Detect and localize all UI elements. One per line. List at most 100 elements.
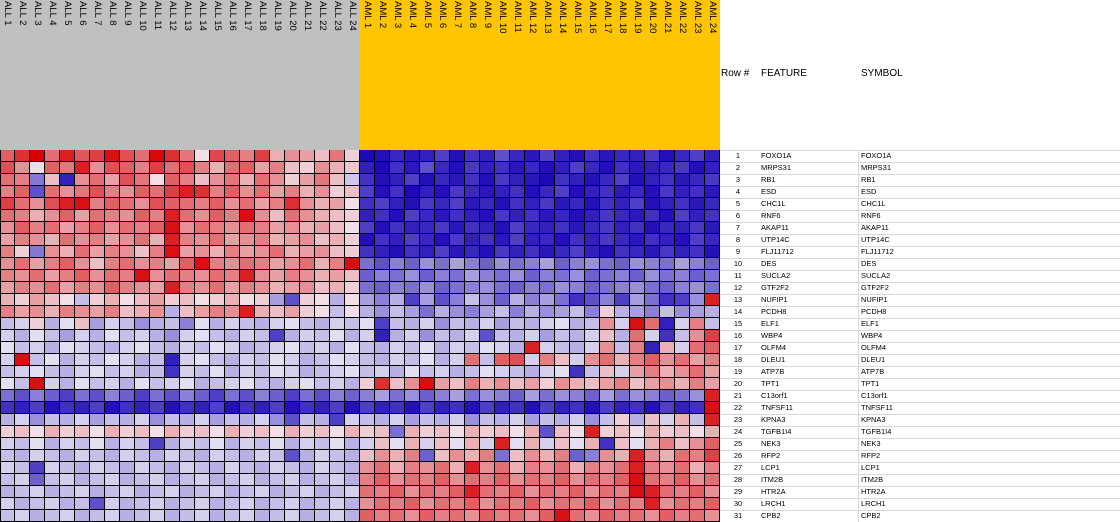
heatmap-cell: [180, 186, 195, 198]
heatmap-cell: [255, 282, 270, 294]
column-label: AML 6: [437, 1, 448, 29]
heatmap-cell: [435, 342, 450, 354]
heatmap-cell: [390, 426, 405, 438]
heatmap-cell: [285, 438, 300, 450]
heatmap-cell: [0, 270, 15, 282]
heatmap-cell: [405, 210, 420, 222]
heatmap-cell: [480, 210, 495, 222]
heatmap-cell: [510, 402, 525, 414]
heatmap-cell: [465, 402, 480, 414]
heatmap-cell: [375, 186, 390, 198]
column-label: ALL 10: [137, 1, 148, 31]
heatmap-cell: [285, 342, 300, 354]
heatmap-cell: [105, 294, 120, 306]
column-label: ALL 13: [182, 1, 193, 31]
heatmap-cell: [255, 486, 270, 498]
heatmap-cell: [645, 366, 660, 378]
heatmap-cell: [420, 498, 435, 510]
heatmap-cell: [120, 282, 135, 294]
heatmap-cell: [390, 486, 405, 498]
heatmap-cell: [660, 414, 675, 426]
heatmap-cell: [360, 258, 375, 270]
heatmap-cell: [450, 510, 465, 522]
heatmap-cell: [165, 222, 180, 234]
heatmap-cell: [165, 378, 180, 390]
heatmap-cell: [360, 282, 375, 294]
heatmap-cell: [630, 474, 645, 486]
heatmap-cell: [195, 330, 210, 342]
heatmap-cell: [345, 498, 360, 510]
heatmap-cell: [240, 210, 255, 222]
heatmap-cell: [660, 198, 675, 210]
heatmap-cell: [600, 474, 615, 486]
column-label: AML 22: [677, 1, 688, 34]
heatmap-cell: [195, 354, 210, 366]
heatmap-cell: [570, 462, 585, 474]
heatmap-cell: [60, 234, 75, 246]
row-feature: WBP4: [761, 331, 783, 340]
row-symbol: PCDH8: [861, 307, 887, 316]
heatmap-cell: [435, 282, 450, 294]
heatmap-cell: [600, 510, 615, 522]
heatmap-cell: [60, 402, 75, 414]
heatmap-cell: [180, 402, 195, 414]
heatmap-cell: [255, 330, 270, 342]
heatmap-cell: [465, 318, 480, 330]
heatmap-cell: [180, 450, 195, 462]
heatmap-cell: [270, 498, 285, 510]
heatmap-cell: [345, 198, 360, 210]
heatmap-cell: [495, 414, 510, 426]
heatmap-cell: [330, 510, 345, 522]
heatmap-cell: [555, 198, 570, 210]
heatmap-cell: [225, 378, 240, 390]
heatmap-cell: [345, 210, 360, 222]
heatmap-cell: [495, 342, 510, 354]
row-separator: [720, 426, 1120, 427]
heatmap-cell: [690, 150, 705, 162]
heatmap-cell: [705, 198, 720, 210]
heatmap-cell: [495, 330, 510, 342]
column-label: AML 8: [467, 1, 478, 29]
column-label: ALL 12: [167, 1, 178, 31]
heatmap-cell: [435, 510, 450, 522]
heatmap-cell: [30, 294, 45, 306]
heatmap-cell: [375, 426, 390, 438]
heatmap-cell: [165, 510, 180, 522]
heatmap-cell: [300, 390, 315, 402]
heatmap-cell: [570, 246, 585, 258]
heatmap-cell: [600, 306, 615, 318]
heatmap-cell: [420, 450, 435, 462]
heatmap-cell: [345, 330, 360, 342]
heatmap-cell: [165, 450, 180, 462]
heatmap-cell: [600, 402, 615, 414]
heatmap-cell: [540, 450, 555, 462]
heatmap-cell: [480, 186, 495, 198]
heatmap-cell: [630, 426, 645, 438]
heatmap-cell: [435, 426, 450, 438]
heatmap-cell: [240, 378, 255, 390]
heatmap-cell: [420, 426, 435, 438]
heatmap-cell: [150, 198, 165, 210]
row-number: 20: [733, 379, 743, 388]
row-number: 21: [733, 391, 743, 400]
heatmap-cell: [105, 414, 120, 426]
heatmap-cell: [105, 174, 120, 186]
heatmap-cell: [360, 150, 375, 162]
heatmap-cell: [330, 282, 345, 294]
heatmap-cell: [45, 294, 60, 306]
heatmap-cell: [195, 462, 210, 474]
heatmap-cell: [495, 306, 510, 318]
heatmap-cell: [330, 330, 345, 342]
heatmap-cell: [0, 210, 15, 222]
heatmap-cell: [585, 450, 600, 462]
heatmap-cell: [705, 438, 720, 450]
heatmap-cell: [585, 354, 600, 366]
heatmap-cell: [435, 414, 450, 426]
row-feature: LCP1: [761, 463, 780, 472]
heatmap-cell: [495, 318, 510, 330]
heatmap-cell: [225, 366, 240, 378]
heatmap-cell: [645, 486, 660, 498]
heatmap-cell: [690, 426, 705, 438]
heatmap-cell: [270, 258, 285, 270]
